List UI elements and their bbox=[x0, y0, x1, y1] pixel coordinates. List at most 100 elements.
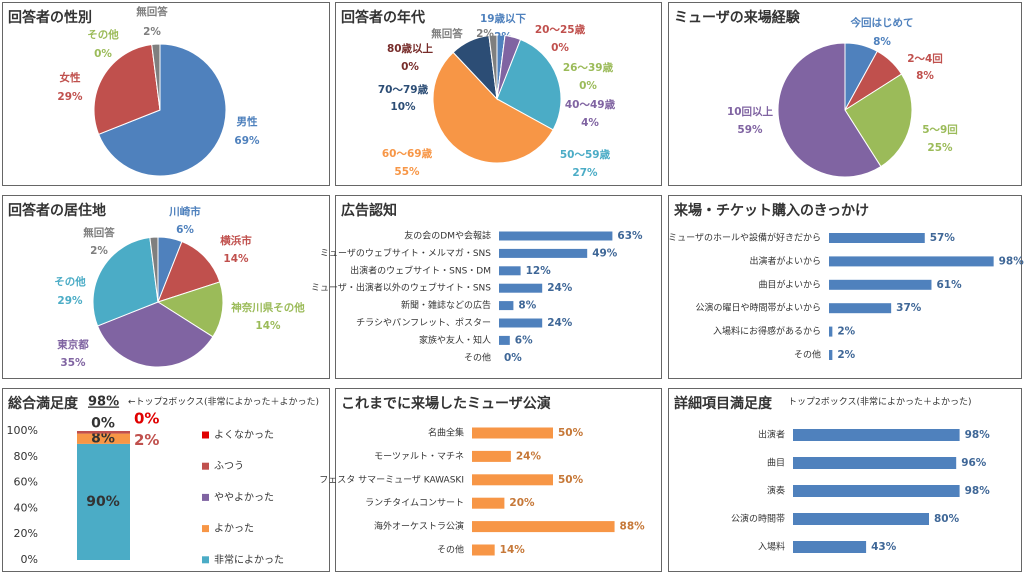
value-label: 2% bbox=[837, 326, 855, 338]
pie-slice bbox=[777, 42, 882, 178]
slice-value: 55% bbox=[394, 166, 420, 178]
bar-segment bbox=[77, 433, 130, 444]
bar bbox=[793, 457, 957, 469]
value-label: 6% bbox=[515, 334, 533, 346]
value-label: 0% bbox=[134, 410, 159, 428]
slice-value: 0% bbox=[401, 61, 419, 73]
value-label: 0% bbox=[504, 352, 522, 364]
chart-title: 詳細項目満足度 bbox=[674, 395, 773, 412]
legend-swatch bbox=[202, 556, 209, 564]
panel-frame bbox=[2, 388, 330, 572]
y-tick-label: 80% bbox=[14, 450, 38, 463]
bar bbox=[829, 350, 833, 360]
y-tick-label: 100% bbox=[7, 424, 38, 437]
slice-label: その他 bbox=[87, 28, 119, 41]
bar bbox=[793, 485, 960, 497]
slice-value: 27% bbox=[572, 167, 598, 179]
chart-panel: ミューザの来場経験 今回はじめて 8% 2～4回 8% 5～9回 25% 10回以上 59% bbox=[668, 2, 1022, 186]
bar bbox=[793, 429, 960, 441]
bar bbox=[472, 497, 505, 509]
slice-value: 10% bbox=[390, 101, 416, 113]
slice-label: 20～25歳 bbox=[535, 23, 586, 36]
slice-value: 4% bbox=[581, 117, 599, 129]
legend-label: 非常によかった bbox=[214, 553, 284, 566]
slice-label: 無回答 bbox=[83, 226, 115, 239]
value-label: 98% bbox=[999, 255, 1024, 267]
value-label: 49% bbox=[592, 247, 618, 259]
pie-slice bbox=[92, 236, 159, 327]
value-label: 14% bbox=[500, 544, 526, 556]
value-label: 98% bbox=[965, 485, 991, 497]
bar bbox=[499, 248, 588, 258]
value-label: 24% bbox=[547, 317, 573, 329]
value-label: 96% bbox=[961, 457, 987, 469]
slice-value: 14% bbox=[255, 320, 281, 332]
slice-label: 50～59歳 bbox=[560, 148, 611, 161]
category-label: その他 bbox=[794, 349, 821, 361]
legend-swatch bbox=[202, 462, 209, 470]
slice-label: その他 bbox=[54, 275, 86, 288]
slice-label: 無回答 bbox=[431, 27, 463, 40]
category-label: 公演の時間帯 bbox=[731, 513, 785, 525]
category-label: 出演者がよいから bbox=[749, 255, 821, 267]
value-label: 61% bbox=[936, 279, 962, 291]
category-label: フェスタ サマーミューザ KAWASKI bbox=[319, 474, 464, 485]
annotation: ←トップ2ボックス(非常によかった＋よかった) bbox=[128, 396, 319, 408]
y-tick-label: 60% bbox=[14, 476, 38, 489]
bar bbox=[829, 279, 932, 290]
chart-panel: 総合満足度 98% ←トップ2ボックス(非常によかった＋よかった) 0% 20% 40% 6… bbox=[2, 388, 330, 572]
bar-segment bbox=[77, 443, 130, 560]
category-label: 出演者のウェブサイト・SNS・DM bbox=[350, 264, 491, 276]
slice-value: 29% bbox=[57, 295, 83, 307]
slice-value: 0% bbox=[94, 48, 112, 60]
value-label: 0% bbox=[91, 416, 115, 432]
chart-title: 回答者の性別 bbox=[8, 9, 92, 26]
slice-value: 35% bbox=[60, 357, 86, 369]
slice-value: 69% bbox=[234, 135, 260, 147]
slice-label: 東京都 bbox=[57, 338, 89, 351]
slice-label: 男性 bbox=[237, 115, 258, 128]
bar bbox=[499, 335, 510, 345]
slice-label: 無回答 bbox=[136, 5, 168, 18]
category-label: ミューザ・出演者以外のウェブサイト・SNS bbox=[311, 282, 491, 294]
annotation: 98% bbox=[88, 395, 119, 410]
category-label: 曲目がよいから bbox=[758, 278, 821, 290]
category-label: 演奏 bbox=[767, 485, 785, 497]
bar bbox=[499, 318, 543, 328]
slice-label: 19歳以下 bbox=[480, 12, 527, 25]
slice-value: 0% bbox=[579, 80, 597, 92]
slice-value: 6% bbox=[176, 224, 194, 236]
pie-slice bbox=[432, 51, 554, 164]
bar bbox=[793, 541, 867, 553]
value-label: 37% bbox=[896, 302, 922, 314]
bar bbox=[472, 427, 553, 439]
value-label: 8% bbox=[91, 431, 115, 447]
slice-label: 横浜市 bbox=[220, 234, 252, 247]
bar bbox=[829, 256, 994, 267]
bar bbox=[499, 231, 613, 241]
category-label: 公演の曜日や時間帯がよいから bbox=[695, 302, 821, 314]
slice-label: 70～79歳 bbox=[378, 83, 429, 96]
bar bbox=[499, 266, 521, 276]
slice-value: 59% bbox=[737, 124, 763, 136]
slice-label: 26～39歳 bbox=[563, 61, 614, 74]
y-tick-label: 0% bbox=[21, 553, 38, 566]
slice-label: 女性 bbox=[60, 71, 81, 84]
slice-value: 14% bbox=[223, 253, 249, 265]
category-label: ミューザのウェブサイト・メルマガ・SNS bbox=[320, 247, 491, 259]
value-label: 20% bbox=[509, 497, 535, 509]
value-label: 8% bbox=[518, 300, 536, 312]
category-label: 出演者 bbox=[758, 429, 785, 441]
panel-frame bbox=[335, 195, 662, 379]
category-label: ランチタイムコンサート bbox=[365, 498, 464, 509]
slice-value: 2% bbox=[476, 28, 494, 40]
slice-label: 川崎市 bbox=[168, 205, 201, 218]
slice-value: 25% bbox=[927, 142, 953, 154]
slice-label: 2～4回 bbox=[907, 53, 943, 65]
category-label: ミューザのホールや設備が好きだから bbox=[668, 232, 821, 244]
pie-slice bbox=[488, 34, 498, 100]
bar bbox=[472, 544, 495, 556]
